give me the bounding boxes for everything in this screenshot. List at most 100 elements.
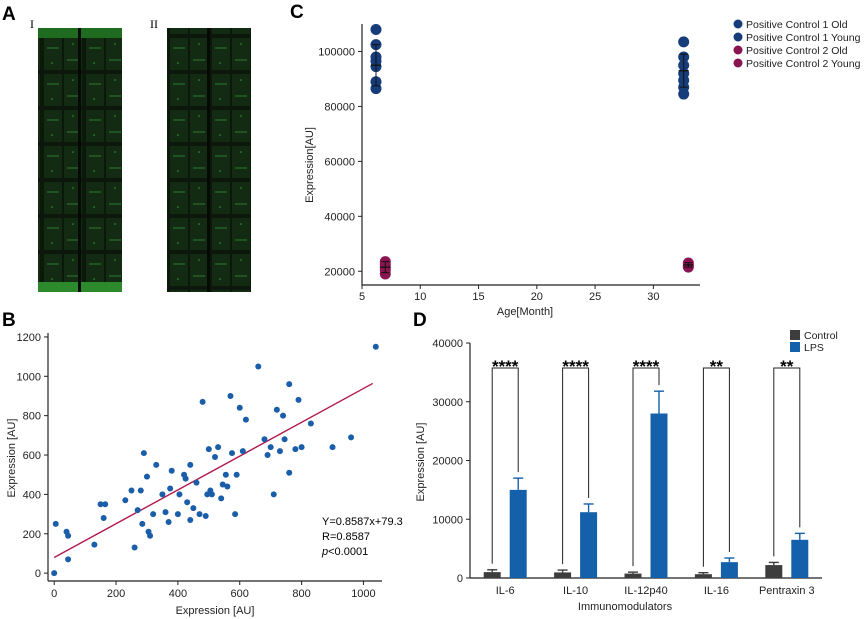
data-point [91, 541, 98, 548]
x-tick-label: 5 [359, 291, 365, 303]
data-point [187, 461, 194, 468]
y-tick-label: 40000 [324, 211, 355, 223]
legend-marker [733, 58, 743, 68]
legend-marker [733, 19, 743, 29]
data-point [270, 491, 277, 498]
data-point [137, 487, 144, 494]
data-point [168, 467, 175, 474]
y-tick-label: 0 [35, 568, 41, 580]
data-point [176, 491, 183, 498]
data-point [224, 483, 231, 490]
y-tick-label: 40000 [432, 338, 463, 350]
data-point [131, 544, 138, 551]
protein-array-image-i [38, 28, 122, 292]
array-label-ii: II [150, 17, 158, 31]
data-point [97, 501, 104, 508]
significance-bracket [491, 367, 519, 564]
data-point [162, 509, 169, 516]
data-point [236, 404, 243, 411]
array-label-i: I [30, 17, 34, 31]
x-tick-label: IL-6 [496, 585, 515, 597]
data-point [286, 469, 293, 476]
legend-label: Positive Control 1 Young [746, 32, 861, 44]
legend-marker [733, 45, 743, 55]
y-tick-label: 400 [23, 489, 41, 501]
data-point [232, 511, 239, 518]
x-tick-label: 30 [647, 291, 659, 303]
data-point [139, 520, 146, 527]
data-point [292, 446, 299, 453]
data-point [167, 485, 174, 492]
data-point [678, 36, 690, 48]
x-axis-label: Age[Month] [497, 306, 553, 318]
x-axis-label: Expression [AU] [176, 605, 255, 617]
y-tick-label: 200 [23, 529, 41, 541]
y-tick-label: 1200 [17, 332, 41, 344]
legend-label: LPS [804, 342, 824, 354]
data-point [229, 450, 236, 457]
data-point [202, 513, 209, 520]
data-point [208, 491, 215, 498]
data-point [295, 396, 302, 403]
panel-letter-b: B [2, 310, 16, 331]
data-point [140, 450, 147, 457]
data-point [219, 481, 226, 488]
significance-bracket [773, 367, 801, 557]
bar [694, 574, 712, 578]
significance-stars: **** [633, 357, 660, 376]
y-tick-label: 1000 [17, 371, 41, 383]
panel-d-bar-chart: D 0 10000 20000 30000 40000 IL-6 IL-10 IL-12p40… [413, 310, 838, 613]
data-point [147, 532, 154, 539]
data-point [51, 570, 58, 577]
significance-stars: ** [780, 357, 794, 376]
data-point [280, 412, 287, 419]
data-point [370, 23, 382, 35]
panel-a: A I II [2, 4, 251, 292]
data-point [205, 446, 212, 453]
y-tick-label: 100000 [318, 46, 355, 58]
x-tick-label: 600 [231, 588, 249, 600]
x-tick-label: 10 [414, 291, 426, 303]
significance-stars: ** [710, 357, 724, 376]
data-point [276, 448, 283, 455]
significance-stars: **** [492, 357, 519, 376]
bar [765, 565, 783, 578]
bar [791, 539, 809, 578]
bar [650, 413, 668, 578]
bar [509, 489, 527, 578]
legend-swatch [790, 342, 800, 352]
data-point [52, 520, 59, 527]
x-tick-label: 1000 [351, 588, 375, 600]
data-point [196, 511, 203, 518]
data-point [159, 491, 166, 498]
data-point [298, 444, 305, 451]
legend-label: Positive Control 1 Old [746, 19, 848, 31]
data-point [227, 392, 234, 399]
x-tick-label: 400 [169, 588, 187, 600]
legend-label: Positive Control 2 Old [746, 45, 848, 57]
legend-marker [733, 32, 743, 42]
bar [720, 562, 738, 578]
data-point [242, 416, 249, 423]
x-tick-label: IL-16 [704, 585, 729, 597]
data-point [150, 511, 157, 518]
y-tick-label: 600 [23, 450, 41, 462]
regression-line [53, 382, 374, 559]
data-point [222, 471, 229, 478]
significance-bracket [702, 367, 730, 567]
y-tick-label: 60000 [324, 156, 355, 168]
data-point [255, 363, 262, 370]
data-point [199, 398, 206, 405]
x-tick-label: Pentraxin 3 [759, 585, 815, 597]
data-point [273, 406, 280, 413]
data-point [65, 556, 72, 563]
data-point [134, 507, 141, 514]
significance-bracket [632, 367, 660, 567]
fit-p-value: p<0.0001 [321, 546, 368, 558]
fit-equation: Y=0.8587x+79.3 [322, 516, 403, 528]
y-tick-label: 10000 [432, 514, 463, 526]
x-tick-label: 25 [589, 291, 601, 303]
panel-b-scatter-chart: B 0 200 400 600 800 1000 0 200 400 600 800 1000 1200… [2, 310, 403, 617]
bar [624, 573, 642, 578]
data-point [281, 436, 288, 443]
